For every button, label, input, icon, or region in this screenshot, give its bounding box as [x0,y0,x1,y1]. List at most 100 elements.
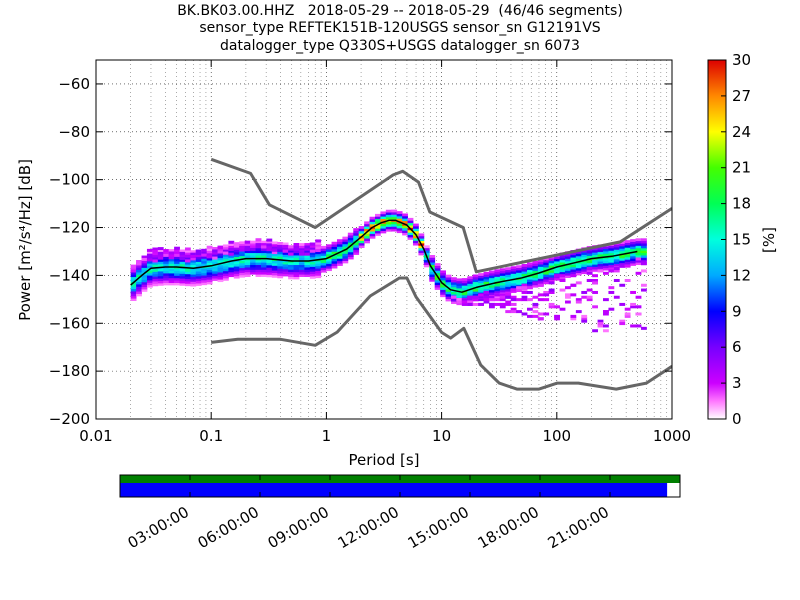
heatmap-cell [152,276,159,280]
heatmap-cell [488,284,495,288]
heatmap-cell [358,230,365,234]
heatmap-cell [461,278,468,281]
heatmap-cell [277,253,284,257]
heatmap-cell [174,258,180,262]
heatmap-cell [418,247,425,251]
heatmap-cell [402,220,408,224]
heatmap-cell [380,225,387,229]
heatmap-cell [315,244,322,248]
heatmap-cell [624,254,631,258]
heatmap-cell [554,305,560,309]
heatmap-cell [570,274,577,278]
heatmap-cell [266,255,273,259]
heatmap-cell [608,259,615,263]
heatmap-cell [244,269,251,273]
heatmap-cell [326,253,332,257]
heatmap-cell [260,255,267,258]
heatmap-cell [174,246,180,250]
heatmap-cell [212,275,218,279]
heatmap-cell [233,251,240,255]
heatmap-cell [472,276,479,280]
heatmap-cell [510,273,517,277]
heatmap-cell [282,268,289,272]
heatmap-cell [288,269,294,273]
heatmap-cell [174,282,180,286]
heatmap-cell [298,255,305,258]
heatmap-cell [201,260,208,264]
y-tick-label: −160 [49,314,90,332]
heatmap-cell [130,276,137,280]
heatmap-cell [374,218,381,222]
heatmap-cell [537,276,544,279]
heatmap-cell [592,305,598,309]
heatmap-cell [527,286,533,290]
heatmap-cell [130,279,137,282]
heatmap-cell [369,219,376,222]
heatmap-cell [635,255,642,258]
heatmap-cell [244,274,251,277]
heatmap-cell [527,269,533,273]
heatmap-cell [429,276,436,280]
heatmap-cell [543,264,550,268]
heatmap-cell [570,269,577,272]
heatmap-cell [461,298,468,302]
heatmap-cell [277,256,284,260]
heatmap-cell [391,216,398,220]
heatmap-cell [532,314,539,318]
heatmap-cell [298,252,305,256]
heatmap-cell [423,259,430,263]
heatmap-cell [255,274,262,277]
heatmap-cell [456,285,463,289]
heatmap-cell [418,233,425,237]
heatmap-cell [239,248,246,252]
heatmap-cell [440,284,446,288]
heatmap-cell [630,241,636,245]
heatmap-cell [331,258,338,262]
heatmap-cell [336,243,343,247]
heatmap-cell [635,252,642,256]
heatmap-cell [537,317,544,321]
heatmap-cell [228,269,235,273]
heatmap-cell [548,265,555,269]
heatmap-cell [174,273,180,276]
heatmap-cell [391,209,398,213]
heatmap-cell [141,262,148,266]
heatmap-cell [641,247,647,251]
heatmap-cell [510,266,517,270]
heatmap-cell [581,264,588,267]
heatmap-cell [581,254,588,258]
heatmap-cell [184,273,191,277]
heatmap-cell [212,261,218,265]
heatmap-cell [554,270,560,274]
heatmap-cell [266,262,273,266]
heatmap-cell [168,280,175,283]
heatmap-cell [374,230,381,234]
heatmap-cell [222,277,229,281]
heatmap-cell [130,264,137,268]
heatmap-cell [581,317,588,321]
heatmap-cell [624,244,631,248]
heatmap-cell [494,286,501,289]
heatmap-cell [554,268,560,271]
heatmap-cell [499,293,506,297]
heatmap-cell [396,213,403,217]
heatmap-cell [478,295,484,299]
heatmap-cell [179,256,186,260]
heatmap-cell [195,283,202,286]
heatmap-cell [396,225,403,229]
heatmap-cell [499,285,506,288]
heatmap-cell [184,271,191,275]
heatmap-cell [532,277,539,281]
heatmap-cell [130,288,137,292]
heatmap-cell [206,255,213,259]
heatmap-cell [168,263,175,267]
heatmap-cell [326,261,332,264]
heatmap-cell [233,254,240,258]
heatmap-cell [581,266,588,270]
heatmap-cell [499,268,506,272]
heatmap-cell [478,293,484,297]
heatmap-cell [174,277,180,281]
heatmap-cell [532,284,539,288]
heatmap-cell [282,271,289,275]
heatmap-cell [619,243,626,247]
